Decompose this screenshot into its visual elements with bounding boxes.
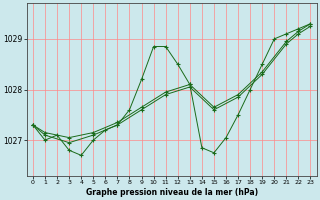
X-axis label: Graphe pression niveau de la mer (hPa): Graphe pression niveau de la mer (hPa) bbox=[86, 188, 258, 197]
